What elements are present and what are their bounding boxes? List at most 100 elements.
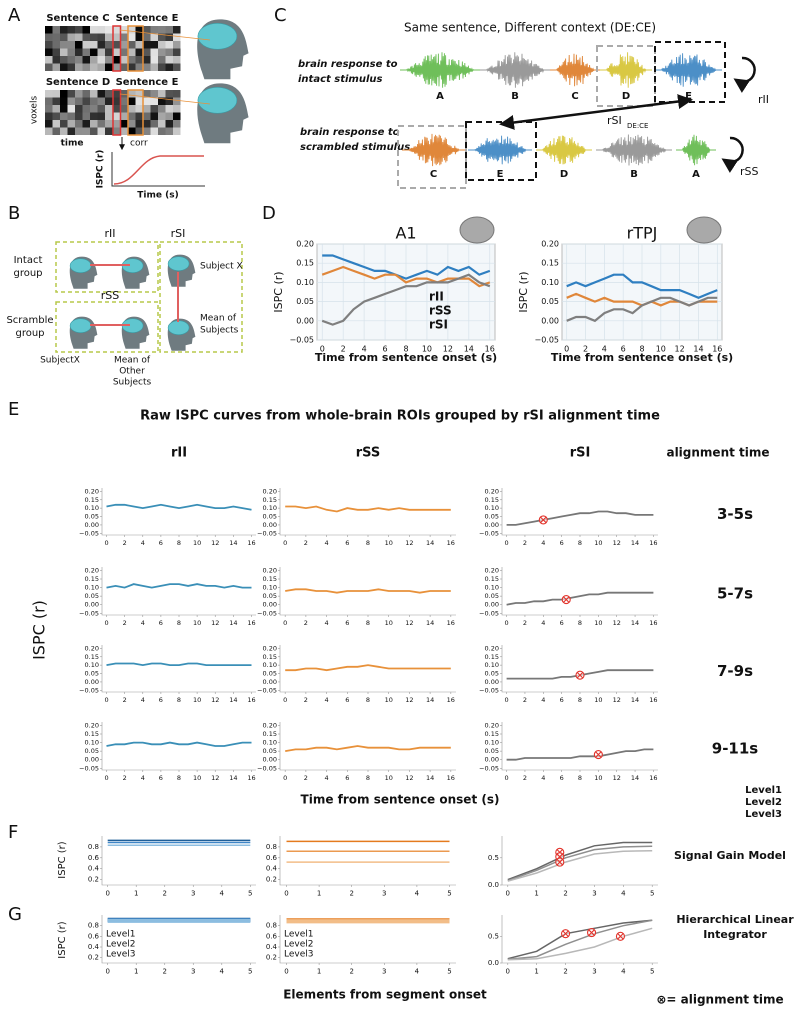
heatmap-cell bbox=[150, 112, 158, 120]
x-tick-label: 0 bbox=[105, 967, 109, 975]
x-tick-label: 12 bbox=[613, 774, 621, 782]
highlight bbox=[127, 89, 144, 136]
heatmap-cell bbox=[82, 105, 90, 113]
heatmap-cell bbox=[143, 127, 151, 135]
x-tick-label: 2 bbox=[563, 967, 567, 975]
x-axis-label: Elements from segment onset bbox=[283, 988, 487, 1002]
heatmap-cell bbox=[105, 127, 113, 135]
x-tick-label: 10 bbox=[594, 696, 602, 704]
heatmap-cell bbox=[90, 97, 98, 105]
heatmap-cell bbox=[105, 26, 113, 34]
legend-label: Level3 bbox=[284, 950, 313, 960]
y-tick-label: 0.15 bbox=[263, 575, 277, 583]
x-tick-label: 4 bbox=[621, 967, 626, 975]
series-line bbox=[507, 919, 653, 961]
y-tick-label: −0.05 bbox=[257, 686, 277, 694]
x-tick-label: 14 bbox=[693, 345, 703, 354]
y-tick-label: −0.05 bbox=[79, 764, 99, 772]
alignment-marker bbox=[575, 670, 585, 680]
y-tick-label: 0.10 bbox=[85, 739, 99, 747]
label: Sentence E bbox=[116, 77, 179, 88]
y-tick-label: 0.00 bbox=[263, 678, 277, 686]
heatmap-cell bbox=[60, 56, 68, 64]
legend-label: Level2 bbox=[106, 940, 135, 950]
heatmap-cell bbox=[60, 41, 68, 49]
heatmap-cell bbox=[75, 48, 83, 56]
heatmap-cell bbox=[135, 63, 143, 71]
axis-line bbox=[279, 645, 456, 693]
x-tick-label: 10 bbox=[385, 619, 393, 627]
y-tick-label: 0.05 bbox=[85, 513, 99, 521]
heatmap-cell bbox=[82, 90, 90, 98]
heatmap-cell bbox=[52, 48, 60, 56]
series-line bbox=[506, 748, 654, 761]
heatmap-cell bbox=[67, 63, 75, 71]
marker-cross bbox=[617, 933, 624, 940]
legend-label: rSS bbox=[429, 304, 452, 318]
series-line bbox=[506, 591, 654, 606]
x-tick-label: 5 bbox=[650, 889, 654, 897]
label: rII bbox=[104, 227, 115, 240]
x-tick-label: 0 bbox=[104, 696, 108, 704]
heatmap-cell bbox=[82, 63, 90, 71]
alignment-marker bbox=[561, 929, 571, 939]
y-tick-label: 0.10 bbox=[485, 661, 499, 669]
panel-label: B bbox=[8, 203, 20, 224]
label: B bbox=[511, 91, 519, 102]
heatmap-cell bbox=[75, 41, 83, 49]
axis-line bbox=[101, 836, 256, 886]
heatmap-cell bbox=[135, 48, 143, 56]
waveform bbox=[474, 135, 527, 165]
panel-label: F bbox=[8, 822, 18, 843]
y-tick-label: 0.00 bbox=[485, 601, 499, 609]
x-tick-label: 8 bbox=[403, 345, 408, 354]
x-tick-label: 14 bbox=[464, 345, 474, 354]
heatmap-cell bbox=[150, 97, 158, 105]
heatmap-cell bbox=[150, 90, 158, 98]
pointer bbox=[119, 29, 211, 41]
heatmap-cell bbox=[128, 26, 136, 34]
y-tick-label: 0.15 bbox=[485, 496, 499, 504]
y-tick-label: 0.10 bbox=[263, 504, 277, 512]
x-tick-label: 6 bbox=[560, 696, 564, 704]
waveform bbox=[408, 133, 460, 167]
y-tick-label: 0.05 bbox=[85, 592, 99, 600]
highlight bbox=[112, 89, 122, 136]
x-tick-label: 12 bbox=[443, 345, 453, 354]
heatmap-cell bbox=[113, 56, 121, 64]
y-tick-label: −0.05 bbox=[289, 336, 314, 345]
x-tick-label: 4 bbox=[621, 889, 626, 897]
heatmap-cell bbox=[90, 26, 98, 34]
x-tick-label: 1 bbox=[134, 967, 138, 975]
y-tick-label: 0.15 bbox=[85, 653, 99, 661]
heatmap-cell bbox=[67, 127, 75, 135]
axis-line bbox=[279, 836, 456, 886]
heatmap-cell bbox=[90, 41, 98, 49]
heatmap-cell bbox=[97, 33, 105, 41]
panel-label: C bbox=[274, 5, 287, 26]
x-tick-label: 4 bbox=[325, 774, 329, 782]
series-line bbox=[507, 845, 653, 882]
legend-label: Level2 bbox=[284, 940, 313, 950]
x-tick-label: 4 bbox=[541, 619, 545, 627]
x-tick-label: 8 bbox=[366, 696, 370, 704]
marker-cross bbox=[556, 858, 563, 866]
heatmap-cell bbox=[128, 120, 136, 128]
x-tick-label: 12 bbox=[613, 539, 621, 547]
x-tick-label: 12 bbox=[675, 345, 685, 354]
y-tick-label: 0.2 bbox=[88, 876, 99, 884]
legend-label: Level1 bbox=[745, 785, 782, 796]
y-tick-label: 0.0 bbox=[488, 959, 499, 967]
marker-cross bbox=[576, 672, 584, 679]
x-tick-label: 10 bbox=[594, 774, 602, 782]
heatmap-cell bbox=[75, 112, 83, 120]
x-tick-label: 0 bbox=[284, 889, 288, 897]
x-tick-label: 0 bbox=[104, 539, 108, 547]
y-tick-label: 0.4 bbox=[88, 943, 100, 951]
heatmap-cell bbox=[45, 33, 53, 41]
heatmap-cell bbox=[158, 120, 166, 128]
x-tick-label: 2 bbox=[304, 619, 308, 627]
heatmap-cell bbox=[158, 41, 166, 49]
y-tick-label: 0.10 bbox=[541, 278, 559, 287]
